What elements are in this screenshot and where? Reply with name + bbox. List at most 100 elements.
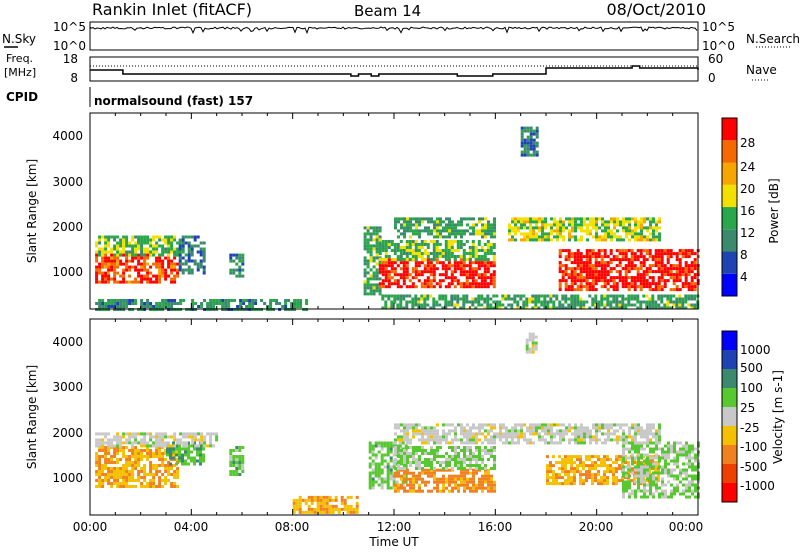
power-cell xyxy=(681,306,685,310)
power-cell xyxy=(475,229,478,233)
velocity-cell xyxy=(421,435,424,439)
power-cell xyxy=(381,264,385,268)
power-cell xyxy=(642,282,646,286)
velocity-cell xyxy=(143,438,147,442)
power-cell xyxy=(378,292,382,296)
power-cell xyxy=(555,306,559,310)
power-cell xyxy=(363,262,367,266)
power-cell xyxy=(429,279,433,283)
velocity-cell xyxy=(511,438,514,442)
power-cell xyxy=(248,302,252,305)
power-cell xyxy=(432,258,436,261)
power-cell xyxy=(483,270,487,274)
velocity-cell xyxy=(152,467,156,470)
velocity-cell xyxy=(628,486,631,490)
power-cell xyxy=(660,264,664,268)
power-cell xyxy=(242,299,246,302)
power-cell xyxy=(178,256,182,260)
velocity-cell xyxy=(655,441,658,445)
power-cell xyxy=(430,232,433,236)
velocity-cell xyxy=(380,441,384,445)
power-cell xyxy=(588,264,592,268)
power-cell xyxy=(693,258,697,262)
velocity-cell xyxy=(451,455,454,458)
power-cell xyxy=(146,253,150,257)
velocity-cell xyxy=(661,477,664,481)
power-cell xyxy=(366,271,370,275)
power-cell xyxy=(559,226,562,230)
power-cell xyxy=(636,258,640,262)
power-cell xyxy=(532,217,535,221)
power-cell xyxy=(624,264,628,268)
velocity-cell xyxy=(448,464,451,467)
velocity-cell xyxy=(664,465,667,469)
power-cell xyxy=(98,280,102,284)
power-cell xyxy=(543,306,547,310)
velocity-cell xyxy=(424,471,427,475)
power-cell xyxy=(579,306,583,310)
power-cell xyxy=(570,267,574,271)
power-cell xyxy=(453,264,457,268)
power-cell xyxy=(543,300,547,304)
velocity-cell xyxy=(481,423,484,427)
power-cell xyxy=(402,279,406,283)
velocity-cell xyxy=(688,444,691,448)
power-cell xyxy=(483,279,487,283)
power-cell xyxy=(624,273,628,277)
velocity-cell xyxy=(592,435,595,439)
velocity-cell xyxy=(146,449,150,452)
velocity-cell xyxy=(400,452,403,455)
velocity-cell xyxy=(122,476,126,479)
velocity-cell xyxy=(588,467,591,471)
velocity-cell xyxy=(187,462,190,466)
velocity-cell xyxy=(331,507,335,511)
power-cell xyxy=(170,299,174,302)
velocity-cell xyxy=(197,438,201,442)
power-cell xyxy=(95,250,99,254)
velocity-cell xyxy=(691,444,694,448)
velocity-cell xyxy=(531,332,535,336)
power-cell xyxy=(568,238,571,242)
power-cell xyxy=(122,253,126,257)
power-cell xyxy=(585,261,589,265)
velocity-cell xyxy=(616,423,619,427)
velocity-cell xyxy=(567,479,570,483)
velocity-cell xyxy=(643,465,646,469)
velocity-cell xyxy=(472,458,475,461)
velocity-cell xyxy=(600,476,603,480)
power-cell xyxy=(681,300,685,304)
velocity-cell xyxy=(604,438,607,442)
velocity-cell xyxy=(298,498,302,502)
velocity-cell xyxy=(460,468,463,472)
power-cell xyxy=(652,220,655,224)
power-cell xyxy=(478,217,481,221)
power-cell xyxy=(651,276,655,280)
velocity-cell xyxy=(529,432,532,436)
velocity-cell xyxy=(166,450,169,454)
velocity-cell xyxy=(448,441,451,445)
power-cell xyxy=(420,282,424,286)
power-cell xyxy=(426,270,430,274)
power-cell xyxy=(564,306,568,310)
velocity-cell xyxy=(433,441,436,445)
power-cell xyxy=(607,232,610,236)
power-cell xyxy=(493,235,496,239)
power-cell xyxy=(654,285,658,289)
power-cell xyxy=(408,285,412,289)
velocity-cell xyxy=(634,489,637,493)
power-cell xyxy=(155,280,159,284)
power-cell xyxy=(529,129,533,133)
power-cell xyxy=(483,276,487,280)
velocity-cell xyxy=(98,432,102,436)
velocity-cell xyxy=(576,470,579,474)
power-cell xyxy=(468,252,472,255)
power-cell xyxy=(238,268,242,272)
velocity-cell xyxy=(633,476,636,480)
power-cell xyxy=(610,235,613,239)
power-cell xyxy=(660,252,664,256)
velocity-cell xyxy=(685,444,688,448)
power-cell xyxy=(396,258,400,261)
velocity-cell xyxy=(439,477,442,481)
velocity-cell xyxy=(113,452,117,455)
power-cell xyxy=(427,217,430,221)
